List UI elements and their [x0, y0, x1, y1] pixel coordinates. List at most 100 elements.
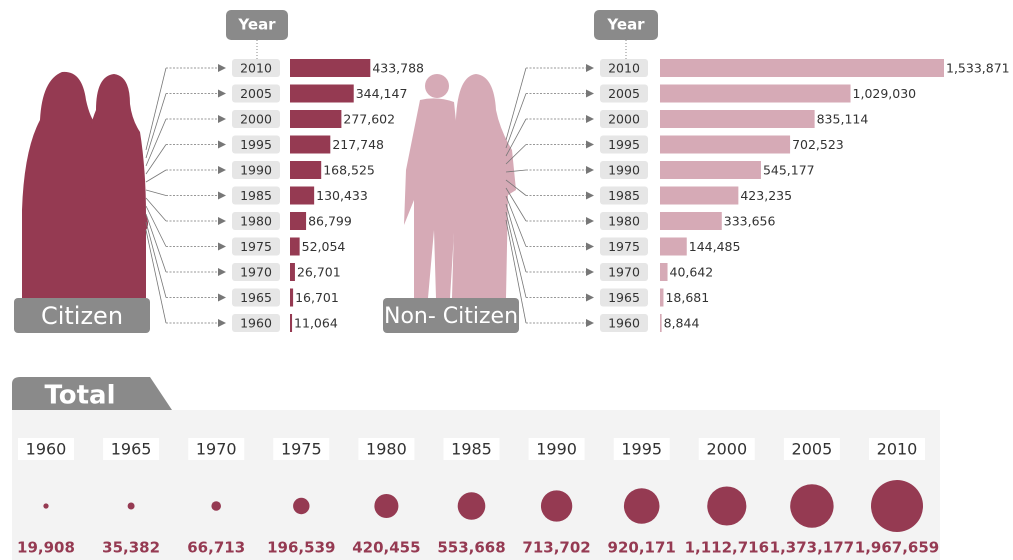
year-label: 2005	[792, 440, 833, 459]
bar	[290, 212, 307, 230]
value-label: 217,748	[332, 137, 384, 152]
value-label: 11,064	[294, 316, 338, 331]
bar	[660, 59, 944, 77]
connector-arrow	[505, 195, 527, 247]
arrow-head	[218, 293, 226, 302]
year-box	[613, 438, 670, 460]
arrow-head	[218, 140, 226, 149]
total-panel	[12, 410, 940, 560]
year-box	[600, 161, 648, 179]
year-box	[232, 237, 280, 256]
connector-arrow	[145, 213, 167, 273]
year-label: 1960	[608, 316, 640, 331]
year-label: 1980	[366, 440, 407, 459]
arrow-head	[586, 242, 594, 251]
year-box	[600, 314, 648, 332]
value-label: 144,485	[689, 239, 741, 254]
year-box	[232, 84, 280, 103]
connector-arrow	[145, 229, 167, 324]
value-label: 1,533,871	[946, 61, 1010, 76]
year-label: 1970	[608, 265, 640, 280]
arrow-head	[218, 89, 226, 98]
year-box	[232, 135, 280, 154]
year-label: 1960	[240, 316, 272, 331]
connector-arrow	[145, 205, 167, 247]
year-label: 2010	[877, 440, 918, 459]
connector-arrow	[505, 93, 527, 149]
year-label: 1990	[608, 163, 640, 178]
value-label: 545,177	[763, 163, 815, 178]
year-label: 2005	[240, 86, 272, 101]
year-box	[600, 84, 648, 103]
arrow-head	[586, 217, 594, 225]
year-box	[528, 438, 585, 460]
arrow-head	[218, 166, 226, 174]
year-box	[188, 438, 245, 460]
column-header: Year	[606, 16, 645, 34]
non-citizen-silhouette	[404, 74, 516, 299]
value-label: 423,235	[740, 188, 792, 203]
year-label: 1965	[111, 440, 152, 459]
year-label: 1980	[240, 214, 272, 229]
bar	[660, 84, 851, 103]
year-box	[273, 438, 330, 460]
bar	[660, 212, 722, 230]
value-label: 1,029,030	[853, 86, 917, 101]
year-label: 1985	[608, 188, 640, 203]
value-label: 66,713	[187, 539, 245, 557]
year-header-box	[226, 10, 288, 40]
year-box	[103, 438, 160, 460]
value-label: 333,656	[724, 214, 776, 229]
bubble	[374, 493, 399, 519]
arrow-head	[218, 242, 226, 251]
year-box	[600, 237, 648, 256]
year-box	[698, 438, 755, 460]
non-citizen-label-box	[383, 298, 519, 333]
chart-title: Citizen	[41, 302, 123, 330]
year-label: 2000	[706, 440, 747, 459]
bar	[660, 263, 668, 281]
bar	[660, 135, 791, 154]
bar	[290, 135, 331, 154]
arrow-head	[218, 268, 226, 276]
bubble	[127, 502, 135, 510]
value-label: 1,373,177	[770, 539, 854, 557]
connector-arrow	[145, 144, 167, 175]
arrow-head	[218, 191, 226, 200]
bubble	[707, 486, 747, 526]
year-box	[600, 186, 648, 205]
value-label: 835,114	[817, 112, 869, 127]
bar	[660, 314, 662, 332]
bar	[660, 237, 687, 256]
arrow-head	[218, 217, 226, 225]
connector-arrow	[505, 144, 527, 165]
chart-title: Total	[44, 381, 115, 411]
year-box	[443, 438, 500, 460]
arrow-head	[218, 319, 226, 327]
year-label: 1965	[608, 290, 640, 305]
connector-arrow	[505, 187, 527, 222]
year-label: 1975	[240, 239, 272, 254]
value-label: 553,668	[437, 539, 505, 557]
value-label: 26,701	[297, 265, 341, 280]
citizen-silhouette	[22, 71, 148, 300]
bar	[290, 84, 354, 103]
year-box	[783, 438, 840, 460]
connector-arrow	[505, 211, 527, 298]
bar	[660, 186, 739, 205]
connector-arrow	[505, 169, 527, 173]
value-label: 86,799	[308, 214, 352, 229]
connector-arrow	[505, 67, 527, 141]
year-box	[600, 135, 648, 154]
arrow-head	[586, 115, 594, 123]
year-box	[18, 438, 74, 460]
bubble	[457, 492, 486, 520]
bar	[290, 237, 300, 256]
value-label: 18,681	[665, 290, 709, 305]
value-label: 130,433	[316, 188, 368, 203]
arrow-head	[586, 191, 594, 200]
value-label: 16,701	[295, 290, 339, 305]
chart-title: Non- Citizen	[384, 304, 518, 329]
year-label: 2010	[608, 61, 640, 76]
year-label: 1995	[608, 137, 640, 152]
